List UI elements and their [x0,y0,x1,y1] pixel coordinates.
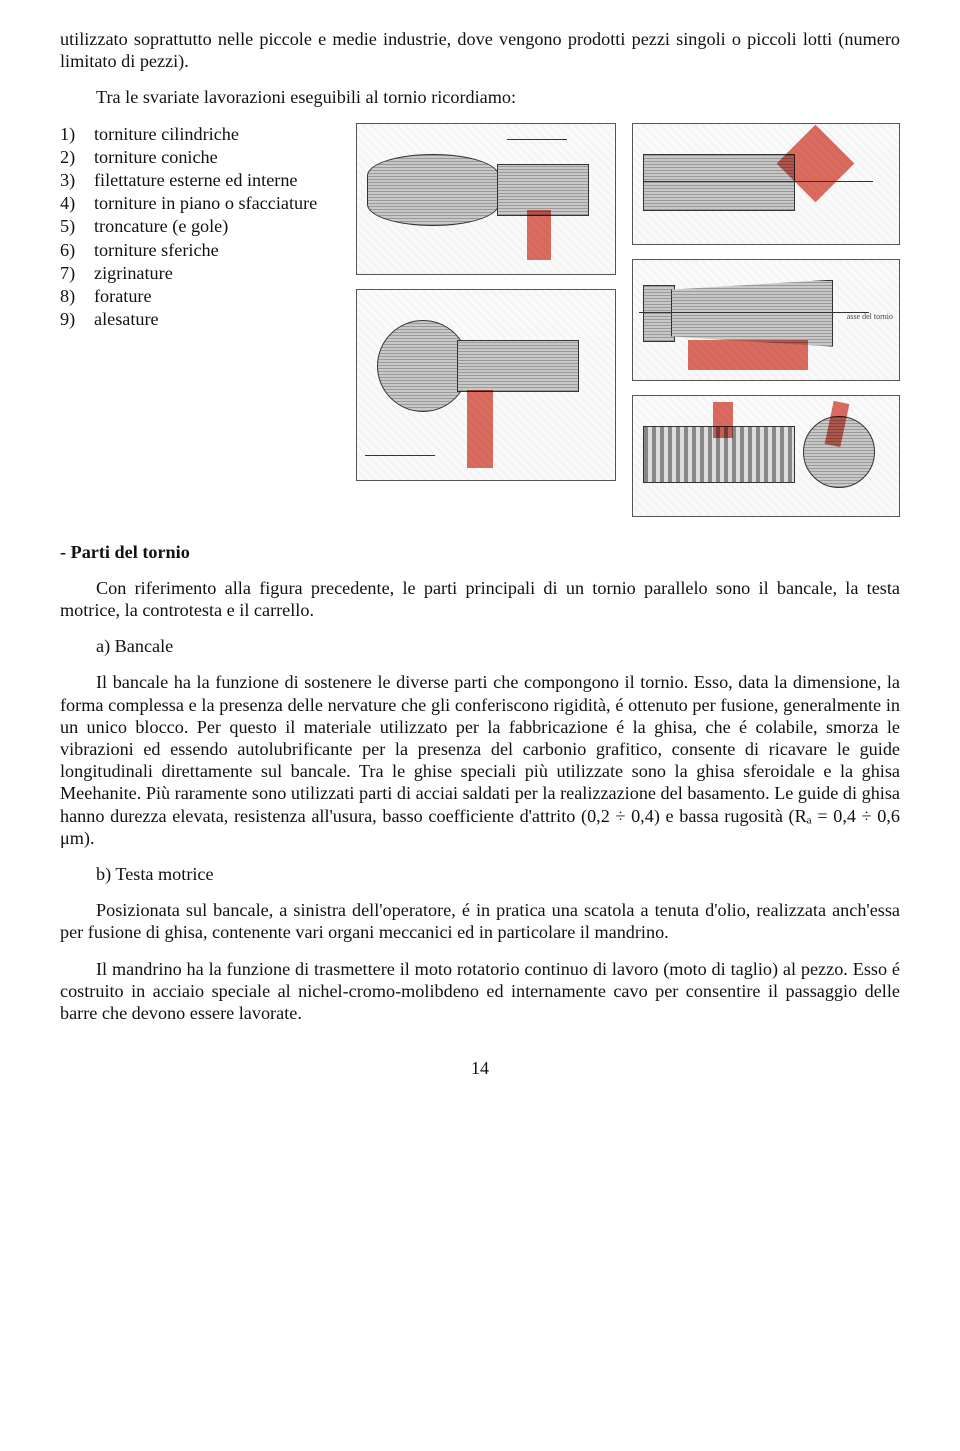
list-text: alesature [94,308,159,330]
lead-paragraph: Tra le svariate lavorazioni eseguibili a… [60,86,900,108]
section-paragraph-1: Con riferimento alla figura precedente, … [60,577,900,621]
list-item: 1)torniture cilindriche [60,123,340,145]
list-num: 2) [60,146,94,168]
list-num: 5) [60,215,94,237]
list-text: torniture in piano o sfacciature [94,192,317,214]
section-paragraph-4: Il mandrino ha la funzione di trasmetter… [60,958,900,1025]
list-num: 1) [60,123,94,145]
list-item: 7)zigrinature [60,262,340,284]
columns-row: 1)torniture cilindriche 2)torniture coni… [60,123,900,517]
section-paragraph-3: Posizionata sul bancale, a sinistra dell… [60,899,900,943]
figures-mid-column [356,123,616,517]
list-text: troncature (e gole) [94,215,228,237]
list-item: 8)forature [60,285,340,307]
figure-facing [632,123,900,245]
figure-turning-1 [356,123,616,275]
list-num: 8) [60,285,94,307]
list-item: 9)alesature [60,308,340,330]
list-text: forature [94,285,152,307]
figures-right-column: asse del tornio [632,123,900,517]
page-container: utilizzato soprattutto nelle piccole e m… [0,0,960,1120]
subsection-a: a) Bancale [96,635,900,657]
figure-taper: asse del tornio [632,259,900,381]
list-text: torniture cilindriche [94,123,239,145]
list-text: filettature esterne ed interne [94,169,298,191]
list-num: 6) [60,239,94,261]
subsection-b: b) Testa motrice [96,863,900,885]
figure-threading [632,395,900,517]
list-item: 2)torniture coniche [60,146,340,168]
intro-paragraph: utilizzato soprattutto nelle piccole e m… [60,28,900,72]
list-item: 4)torniture in piano o sfacciature [60,192,340,214]
list-num: 3) [60,169,94,191]
list-item: 3)filettature esterne ed interne [60,169,340,191]
list-text: zigrinature [94,262,173,284]
page-number: 14 [60,1058,900,1080]
list-num: 9) [60,308,94,330]
list-num: 4) [60,192,94,214]
list-item: 5)troncature (e gole) [60,215,340,237]
list-text: torniture sferiche [94,239,219,261]
operations-list: 1)torniture cilindriche 2)torniture coni… [60,123,340,331]
list-text: torniture coniche [94,146,218,168]
figure-turning-2 [356,289,616,481]
list-item: 6)torniture sferiche [60,239,340,261]
section-heading: - Parti del tornio [60,541,900,563]
section-paragraph-2: Il bancale ha la funzione di sostenere l… [60,671,900,849]
list-num: 7) [60,262,94,284]
list-column: 1)torniture cilindriche 2)torniture coni… [60,123,340,517]
axis-label: asse del tornio [847,312,893,322]
